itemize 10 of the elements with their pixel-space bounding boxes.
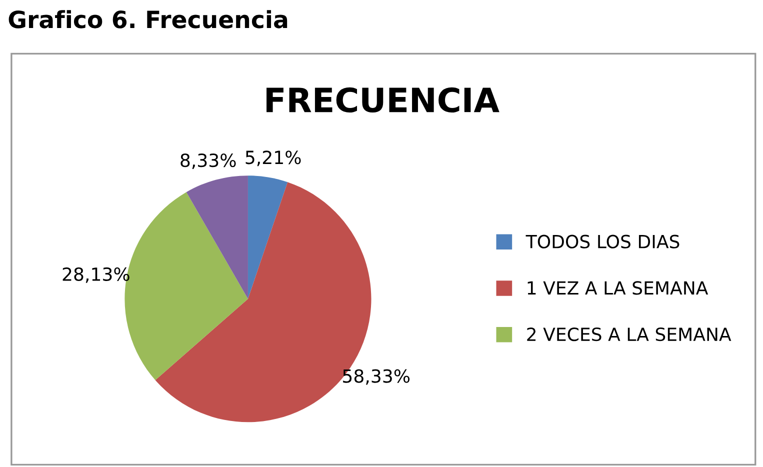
pie-slice — [248, 176, 288, 299]
legend-label: 1 VEZ A LA SEMANA — [528, 281, 708, 295]
legend-label: 2 VECES A LA SEMANA — [527, 327, 732, 342]
data-label: 5,21% — [246, 150, 301, 166]
data-label: 8,33% — [180, 154, 236, 170]
pie-slice — [186, 176, 248, 299]
chart-title: FRECUENCIA — [266, 87, 500, 113]
data-label: 58,33% — [343, 369, 410, 385]
legend-label: TODOS LOS DIAS — [526, 234, 680, 248]
chart-subtitle: Grafico 6. Frecuencia — [8, 10, 288, 28]
